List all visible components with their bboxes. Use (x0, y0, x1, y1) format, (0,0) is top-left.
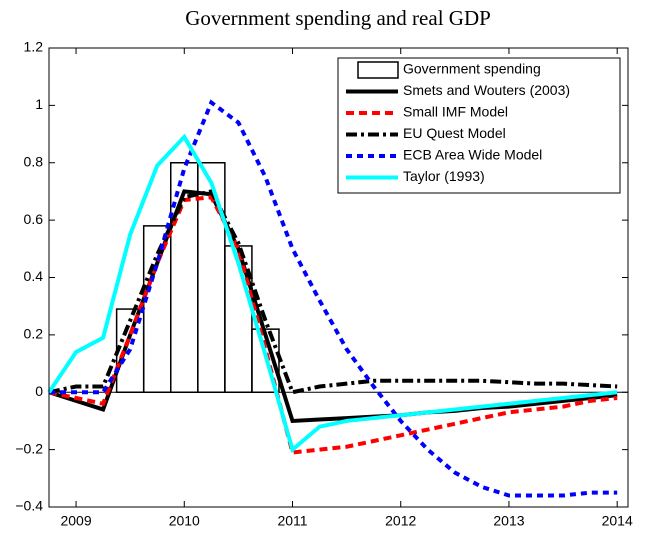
y-tick-label: −0.2 (15, 440, 43, 456)
line-series (48, 189, 618, 424)
line-series (48, 189, 618, 395)
y-tick-label: 1.2 (24, 39, 44, 55)
y-tick-label: 0 (35, 383, 43, 399)
chart-title: Government spending and real GDP (185, 6, 491, 30)
x-tick-label: 2013 (493, 513, 524, 529)
y-tick-label: −0.4 (15, 498, 43, 514)
legend-label: Government spending (403, 61, 541, 77)
legend-label: ECB Area Wide Model (403, 147, 542, 163)
x-tick-label: 2014 (602, 513, 633, 529)
legend-swatch (357, 61, 399, 79)
plot-frame (48, 47, 629, 508)
legend-label: Taylor (1993) (403, 168, 485, 184)
y-tick-label: 0.2 (24, 326, 44, 342)
y-tick-label: 0.8 (24, 153, 44, 169)
legend-label: Smets and Wouters (2003) (403, 82, 570, 98)
legend-label: Small IMF Model (403, 104, 508, 120)
x-tick-label: 2011 (277, 513, 307, 529)
x-tick-label: 2009 (60, 513, 91, 529)
legend-label: EU Quest Model (403, 125, 506, 141)
y-tick-label: 1 (35, 96, 43, 112)
y-tick-label: 0.4 (24, 268, 44, 284)
line-series (47, 133, 618, 454)
legend-box (337, 57, 621, 194)
line-series (48, 195, 618, 455)
x-tick-label: 2010 (169, 513, 200, 529)
x-tick-label: 2012 (385, 513, 416, 529)
y-tick-label: 0.6 (24, 211, 44, 227)
